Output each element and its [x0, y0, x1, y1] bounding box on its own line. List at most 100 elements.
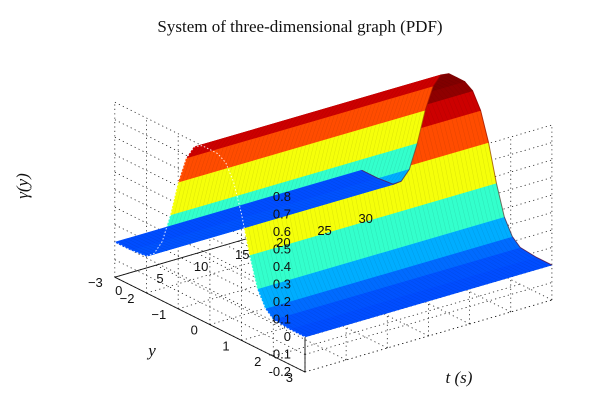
mesh-line: [435, 101, 444, 122]
mesh-line: [342, 110, 351, 135]
mesh-line: [487, 243, 496, 255]
mesh-line: [293, 125, 302, 150]
t-tick-label: 15: [235, 247, 249, 262]
mesh-line: [511, 264, 528, 273]
mesh-line: [334, 103, 343, 116]
mesh-line: [196, 230, 213, 238]
mesh-line: [324, 180, 341, 190]
mesh-line: [314, 271, 324, 292]
mesh-line: [198, 152, 207, 177]
mesh-line: [444, 80, 453, 86]
mesh-line: [249, 215, 266, 222]
mesh-line: [231, 143, 240, 168]
mesh-line: [409, 244, 418, 265]
mesh-line: [216, 224, 234, 232]
mesh-line: [397, 211, 406, 246]
mesh-line: [458, 229, 468, 250]
mesh-line: [246, 203, 263, 212]
mesh-line: [284, 127, 294, 152]
mesh-line: [467, 113, 477, 147]
mesh-line: [342, 313, 359, 322]
mesh-line: [395, 85, 405, 98]
mesh-line: [260, 134, 269, 159]
mesh-line: [223, 145, 232, 170]
mesh-line: [438, 156, 448, 198]
mesh-line: [408, 113, 418, 147]
mesh-line: [459, 116, 469, 149]
mesh-line: [379, 90, 388, 103]
mesh-line: [118, 240, 135, 250]
mesh-line: [301, 122, 310, 147]
mesh-line: [507, 250, 524, 261]
mesh-line: [310, 295, 319, 307]
t-tick-label: 0: [115, 283, 122, 298]
mesh-line: [387, 97, 397, 122]
mesh-line: [186, 156, 195, 181]
mesh-line: [437, 285, 454, 295]
mesh-line: [268, 153, 278, 187]
mesh-line: [369, 180, 386, 187]
mesh-line: [404, 144, 414, 171]
mesh-line: [483, 258, 500, 269]
mesh-line: [301, 144, 311, 178]
mesh-line: [302, 297, 311, 309]
mesh-line: [460, 82, 469, 93]
mesh-line: [319, 234, 328, 269]
mesh-line: [205, 215, 222, 224]
mesh-line: [211, 170, 220, 204]
mesh-line: [261, 287, 270, 308]
mesh-line: [475, 247, 484, 259]
y-tick-label: 1: [222, 338, 229, 353]
mesh-line: [256, 135, 265, 161]
mesh-line: [306, 296, 315, 308]
mesh-line: [272, 131, 282, 156]
mesh-line: [397, 247, 406, 268]
mesh-line: [388, 250, 398, 271]
mesh-line: [243, 130, 252, 143]
mesh-line: [367, 306, 384, 315]
mesh-line: [387, 88, 396, 101]
mesh-line: [360, 182, 378, 190]
mesh-line: [447, 119, 456, 153]
mesh-line: [391, 86, 401, 99]
mesh-line: [206, 140, 215, 153]
mesh-line: [192, 219, 209, 228]
mesh-line: [313, 321, 330, 331]
mesh-line: [359, 105, 368, 131]
mesh-line: [239, 140, 249, 165]
mesh-line: [318, 139, 327, 173]
mesh-line: [372, 219, 382, 253]
mesh-line: [299, 187, 316, 197]
mesh-line: [438, 235, 447, 256]
mesh-line: [356, 223, 365, 258]
mesh-line: [462, 228, 472, 249]
mesh-line: [350, 98, 359, 111]
mesh-line: [285, 315, 302, 326]
mesh-line: [482, 272, 499, 281]
mesh-line: [507, 265, 524, 274]
mesh-line: [376, 253, 385, 274]
tick-layer: 0.80.70.60.50.40.30.20.10-0.1-0.23210−1−…: [88, 189, 373, 385]
mesh-line: [483, 186, 493, 221]
mesh-line: [297, 326, 314, 335]
mesh-line: [360, 222, 369, 257]
mesh-line: [219, 168, 228, 202]
mesh-line: [297, 312, 314, 323]
mesh-line: [463, 192, 472, 227]
mesh-line: [188, 233, 205, 240]
mesh-line: [471, 226, 480, 247]
mesh-line: [302, 239, 312, 274]
mesh-line: [346, 131, 356, 165]
mesh-line: [335, 229, 345, 264]
mesh-line: [450, 254, 459, 266]
mesh-line: [122, 239, 139, 248]
mesh-line: [264, 124, 273, 137]
chart-title: System of three-dimensional graph (PDF): [157, 17, 443, 36]
z-tick-label: 0.4: [273, 259, 291, 274]
mesh-line: [379, 99, 388, 125]
mesh-line: [503, 252, 520, 263]
mesh-line: [171, 237, 188, 245]
z-tick-label: 0.1: [273, 312, 291, 327]
mesh-line: [234, 207, 251, 216]
mesh-line: [437, 271, 454, 282]
